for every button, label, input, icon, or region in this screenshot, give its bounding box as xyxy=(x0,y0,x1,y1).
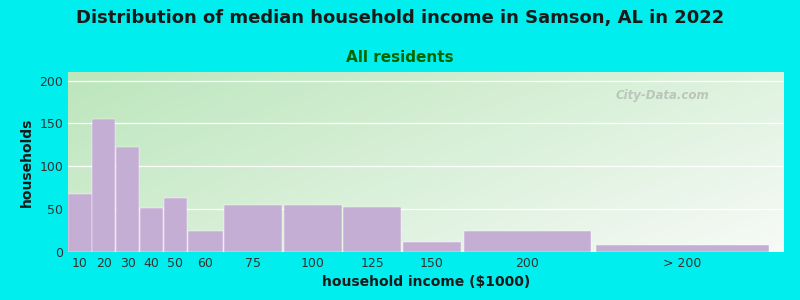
Bar xyxy=(403,242,461,252)
Text: Distribution of median household income in Samson, AL in 2022: Distribution of median household income … xyxy=(76,9,724,27)
Text: All residents: All residents xyxy=(346,50,454,64)
Bar xyxy=(164,198,187,252)
Bar xyxy=(596,245,770,252)
Bar xyxy=(188,231,222,252)
Bar xyxy=(140,208,163,252)
X-axis label: household income ($1000): household income ($1000) xyxy=(322,275,530,290)
Bar xyxy=(92,119,115,252)
Bar xyxy=(68,194,91,252)
Text: City-Data.com: City-Data.com xyxy=(615,89,709,102)
Bar xyxy=(284,205,342,252)
Y-axis label: households: households xyxy=(20,117,34,207)
Bar xyxy=(464,231,591,252)
Bar xyxy=(116,147,139,252)
Bar xyxy=(224,205,282,252)
Bar xyxy=(343,207,402,252)
